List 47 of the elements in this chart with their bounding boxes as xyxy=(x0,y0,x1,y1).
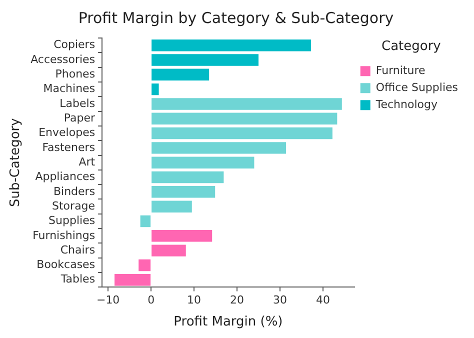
y-tick-label: Supplies xyxy=(48,214,96,228)
chart-title: Profit Margin by Category & Sub-Category xyxy=(78,8,394,27)
y-tick-label: Labels xyxy=(60,96,96,110)
x-tick-label: −10 xyxy=(96,294,120,307)
bar xyxy=(152,186,216,198)
x-axis-title: Profit Margin (%) xyxy=(174,314,283,330)
bar xyxy=(152,83,159,96)
x-tick-label: 40 xyxy=(316,294,330,307)
x-tick-label: 0 xyxy=(148,294,155,307)
bar xyxy=(140,215,151,228)
bar xyxy=(152,68,210,81)
x-tick-label: 10 xyxy=(187,294,202,307)
bar xyxy=(152,54,259,66)
bar xyxy=(152,244,186,256)
y-tick-label: Paper xyxy=(64,111,96,124)
x-tick-label: 20 xyxy=(230,294,244,307)
y-tick-label: Appliances xyxy=(35,170,96,184)
y-tick-label: Furnishings xyxy=(32,228,96,242)
bar xyxy=(152,39,311,52)
y-tick-label: Bookcases xyxy=(36,258,96,272)
bar xyxy=(152,142,286,154)
y-tick-label: Accessories xyxy=(30,52,96,66)
legend-label: Technology xyxy=(374,98,438,111)
y-tick-label: Machines xyxy=(43,82,96,96)
x-tick-label: 30 xyxy=(273,294,288,307)
bar xyxy=(152,127,332,140)
y-axis-title: Sub-Category xyxy=(8,118,24,208)
y-tick-label: Envelopes xyxy=(38,126,96,140)
bar xyxy=(114,274,151,286)
legend-label: Office Supplies xyxy=(376,80,458,94)
y-tick-label: Chairs xyxy=(60,243,96,256)
bar xyxy=(152,156,254,168)
y-tick-label: Fasteners xyxy=(42,140,96,154)
bar xyxy=(152,112,338,124)
bar xyxy=(152,200,192,212)
y-tick-label: Storage xyxy=(52,199,96,212)
bar xyxy=(138,259,151,272)
y-tick-label: Binders xyxy=(53,184,96,198)
bar xyxy=(152,98,342,110)
y-tick-label: Art xyxy=(78,155,96,168)
y-tick-label: Copiers xyxy=(54,38,96,52)
legend-label: Furniture xyxy=(376,64,426,77)
bar xyxy=(152,171,224,184)
y-tick-label: Phones xyxy=(55,68,96,81)
y-tick-label: Tables xyxy=(60,272,96,286)
bar xyxy=(152,230,212,242)
legend-title: Category xyxy=(381,38,442,54)
